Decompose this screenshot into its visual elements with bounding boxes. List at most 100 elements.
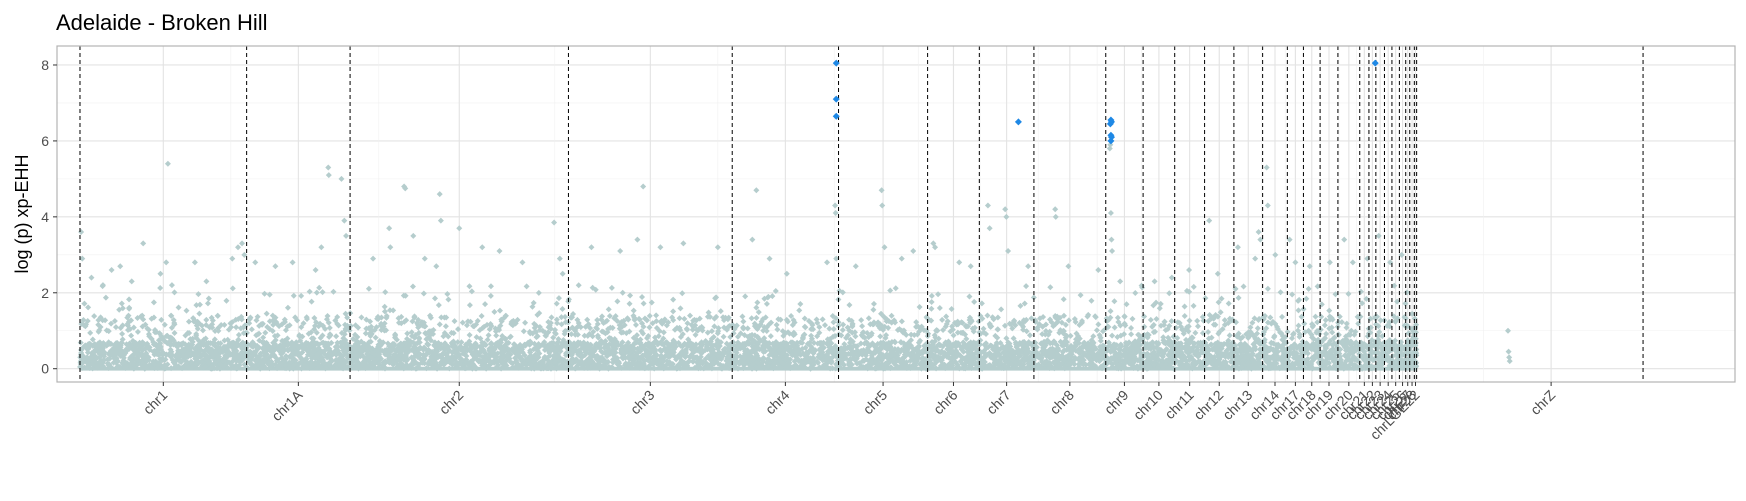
data-point: [591, 347, 598, 354]
data-point: [260, 334, 267, 341]
data-point: [533, 334, 540, 341]
data-point: [198, 322, 205, 329]
data-point: [935, 291, 942, 298]
data-point: [324, 354, 331, 361]
data-point: [916, 303, 923, 310]
data-point: [97, 314, 104, 321]
data-point: [313, 329, 320, 336]
data-point: [411, 313, 418, 320]
data-point: [606, 313, 613, 320]
data-point: [1065, 317, 1072, 324]
data-point: [243, 364, 250, 371]
data-point: [334, 343, 341, 350]
data-point: [700, 365, 707, 372]
data-point: [112, 324, 119, 331]
data-point: [458, 357, 465, 364]
data-point: [290, 362, 297, 369]
data-point: [601, 344, 608, 351]
data-point: [458, 339, 465, 346]
data-point: [220, 343, 227, 350]
data-point: [234, 364, 241, 371]
data-point: [308, 335, 315, 342]
data-point: [338, 329, 345, 336]
data-point: [476, 327, 483, 334]
data-point: [522, 319, 529, 326]
data-point: [577, 351, 584, 358]
data-point: [232, 349, 239, 356]
data-point: [178, 342, 185, 349]
data-point: [393, 336, 400, 343]
data-point: [358, 344, 365, 351]
data-point: [459, 319, 466, 326]
data-point: [124, 320, 131, 327]
data-point: [416, 334, 423, 341]
data-point: [246, 349, 253, 356]
data-point: [381, 303, 388, 310]
data-point: [620, 351, 627, 358]
data-point: [261, 290, 268, 297]
data-point: [635, 363, 642, 370]
data-point: [84, 349, 91, 356]
data-point: [966, 293, 973, 300]
data-point: [261, 347, 268, 354]
data-point: [111, 353, 118, 360]
data-point: [175, 363, 182, 370]
data-point: [454, 339, 461, 346]
data-point: [495, 362, 502, 369]
data-point: [943, 313, 950, 320]
data-point: [246, 354, 253, 361]
data-point: [284, 304, 291, 311]
data-point: [426, 358, 433, 365]
data-point: [404, 335, 411, 342]
data-point: [513, 347, 520, 354]
data-point: [375, 364, 382, 371]
data-point: [194, 359, 201, 366]
data-point: [819, 316, 826, 323]
data-point: [308, 298, 315, 305]
data-point: [367, 338, 374, 345]
data-point: [353, 361, 360, 368]
data-point: [605, 306, 612, 313]
data-point: [572, 365, 579, 372]
data-point: [257, 365, 264, 372]
data-point: [193, 332, 200, 339]
data-point: [651, 365, 658, 372]
data-point: [263, 310, 270, 317]
data-point: [436, 352, 443, 359]
data-point: [235, 316, 242, 323]
data-point: [126, 345, 133, 352]
data-point: [398, 320, 405, 327]
data-point: [233, 358, 240, 365]
data-point: [797, 301, 804, 308]
data-point: [334, 314, 341, 321]
data-point: [200, 340, 207, 347]
data-point: [130, 351, 137, 358]
data-point: [558, 314, 565, 321]
data-point: [707, 340, 714, 347]
data-point: [684, 343, 691, 350]
data-point: [936, 304, 943, 311]
data-point: [639, 294, 646, 301]
data-point: [640, 323, 647, 330]
data-point: [389, 341, 396, 348]
data-point: [143, 350, 150, 357]
data-point: [139, 312, 146, 319]
data-point: [437, 345, 444, 352]
data-point: [105, 350, 112, 357]
data-point: [618, 364, 625, 371]
data-point: [255, 330, 262, 337]
data-point: [209, 363, 216, 370]
data-point: [656, 347, 663, 354]
data-point: [256, 322, 263, 329]
data-point: [228, 324, 235, 331]
data-point: [671, 326, 678, 333]
data-point: [427, 314, 434, 321]
data-point: [430, 327, 437, 334]
data-point: [365, 358, 372, 365]
data-point: [595, 334, 602, 341]
data-point: [677, 342, 684, 349]
data-point: [614, 298, 621, 305]
data-point: [484, 363, 491, 370]
data-point: [721, 317, 728, 324]
data-point: [161, 338, 168, 345]
